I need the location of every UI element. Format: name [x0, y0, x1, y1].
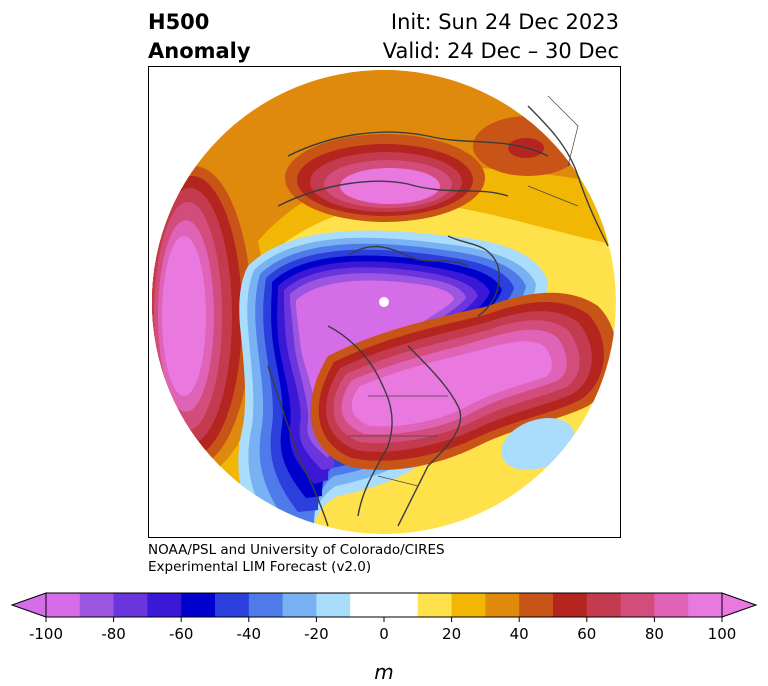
colorbar-cell	[282, 593, 317, 617]
title-field-type: Anomaly	[148, 39, 251, 63]
colorbar-under-arrow	[10, 592, 47, 618]
coastline-arctic-russia	[277, 180, 509, 207]
map-title: H500 Anomaly	[148, 8, 251, 66]
colorbar: -100 -80 -60 -40 -20 0 20 40 60 80 100	[10, 592, 758, 643]
colorbar-cell	[485, 593, 520, 617]
colorbar-cell	[417, 593, 453, 617]
credit-text: NOAA/PSL and University of Colorado/CIRE…	[148, 542, 445, 576]
colorbar-cell	[181, 593, 216, 617]
colorbar-cell	[384, 593, 419, 617]
colorbar-tick-label: 0	[379, 625, 389, 643]
atlantic-anomaly-100	[351, 341, 552, 427]
map-frame	[148, 66, 621, 538]
coastlines	[267, 105, 609, 527]
colorbar-tick-label: -20	[304, 625, 329, 643]
coastline-alaska	[267, 365, 329, 527]
colorbar-cell	[248, 593, 284, 617]
colorbar-cells	[46, 593, 723, 617]
colorbar-unit: m	[374, 660, 394, 684]
colorbar-over-arrow	[721, 592, 758, 618]
colorbar-tick-label: 80	[645, 625, 664, 643]
colorbar-cell	[350, 593, 385, 617]
coastline-north-america-west	[327, 325, 393, 517]
colorbar-cell	[688, 593, 723, 617]
political-borders	[348, 95, 579, 487]
colorbar-cell	[586, 593, 622, 617]
coastline-north-america-east	[397, 345, 462, 527]
coastline-arctic-islands	[347, 245, 469, 267]
colorbar-cell	[553, 593, 588, 617]
colorbar-cell	[316, 593, 351, 617]
colorbar-tick-label: 100	[708, 625, 737, 643]
colorbar-tick-label: 20	[442, 625, 461, 643]
colorbar-cell	[215, 593, 250, 617]
colorbar-cell	[620, 593, 655, 617]
forecast-dates: Init: Sun 24 Dec 2023 Valid: 24 Dec – 30…	[383, 8, 619, 66]
colorbar-cell	[451, 593, 486, 617]
border-europe-1	[547, 95, 579, 167]
colorbar-ticks: -100 -80 -60 -40 -20 0 20 40 60 80 100	[29, 617, 736, 643]
colorbar-tick-label: -60	[169, 625, 194, 643]
colorbar-cell	[519, 593, 554, 617]
valid-range: Valid: 24 Dec – 30 Dec	[382, 39, 619, 63]
coastline-europe	[527, 105, 609, 247]
subtropical-negative-patch	[501, 417, 575, 471]
init-date: Init: Sun 24 Dec 2023	[390, 10, 619, 34]
colorbar-tick-label: -100	[29, 625, 63, 643]
border-us-mexico	[377, 475, 419, 487]
colorbar-cell	[654, 593, 689, 617]
coastline-siberia	[287, 131, 549, 157]
colorbar-tick-label: -80	[101, 625, 126, 643]
positive-band-40	[152, 70, 616, 486]
border-europe-2	[527, 185, 579, 207]
title-field-name: H500	[148, 10, 210, 34]
anomaly-field	[152, 70, 616, 534]
colorbar-cell	[147, 593, 182, 617]
coastline-greenland	[447, 235, 500, 317]
credit-line-1: NOAA/PSL and University of Colorado/CIRE…	[148, 542, 445, 558]
north-pole-marker	[379, 297, 389, 307]
colorbar-tick-label: 40	[510, 625, 529, 643]
credit-line-2: Experimental LIM Forecast (v2.0)	[148, 559, 372, 575]
colorbar-tick-label: -40	[237, 625, 262, 643]
siberia-anomaly-100	[340, 168, 440, 204]
polar-anomaly-map	[148, 66, 621, 538]
pacific-anomaly-100	[162, 236, 206, 396]
colorbar-cell	[113, 593, 148, 617]
colorbar-cell	[46, 593, 81, 617]
colorbar-tick-label: 60	[577, 625, 596, 643]
colorbar-cell	[79, 593, 115, 617]
